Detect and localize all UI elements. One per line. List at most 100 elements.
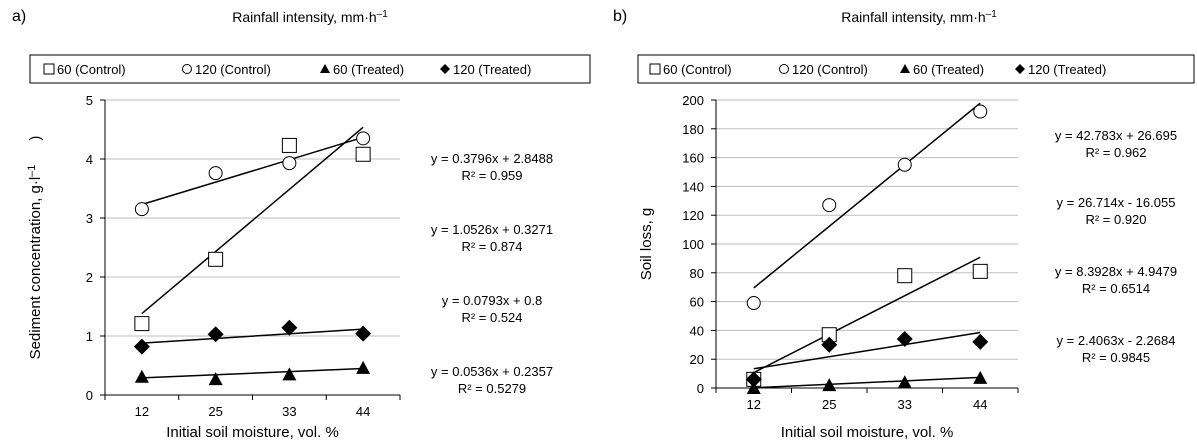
panel-b-trendline-2 xyxy=(753,376,981,389)
panel-a-trendline-1 xyxy=(141,136,364,206)
panel-b-xtick-label: 44 xyxy=(973,397,987,412)
panel-a-trendline-0 xyxy=(141,126,364,315)
panel-a-xtick-label: 44 xyxy=(356,404,370,419)
panel-a-y-axis-title: Sediment concentration, g·l–1) xyxy=(26,136,44,360)
panel-a-legend-marker-1 xyxy=(182,64,192,74)
panel-a-legend-label-1: 120 (Control) xyxy=(195,62,271,77)
panel-b-point-s1-0 xyxy=(746,296,761,311)
panel-b-xtick-label: 12 xyxy=(747,397,761,412)
panel-a-point-s1-2 xyxy=(282,156,297,171)
panel-a-point-s3-0 xyxy=(133,338,150,355)
panel-a-xtick-label: 25 xyxy=(208,404,222,419)
panel-b-xtick-label: 25 xyxy=(822,397,836,412)
panel-a-ytick-label: 1 xyxy=(86,329,93,344)
panel-b-ytick-label: 40 xyxy=(690,323,704,338)
panel-b-ytick-label: 0 xyxy=(697,381,704,396)
panel-b-xtick-label: 33 xyxy=(898,397,912,412)
panel-a-point-s2-2 xyxy=(282,367,297,381)
panel-a-point-s1-0 xyxy=(134,202,149,217)
panel-a-x-axis-title: Initial soil moisture, vol. % xyxy=(166,424,339,441)
panel-b-ytick-label: 80 xyxy=(690,266,704,281)
panel-b-y-axis-title: Soil loss, g xyxy=(638,208,655,281)
panel-b-point-s2-2 xyxy=(897,375,912,389)
panel-a-point-s3-1 xyxy=(207,326,224,343)
panel-a-trendline-3 xyxy=(141,328,364,344)
panel-b-point-s1-1 xyxy=(822,198,837,213)
panel-b-ytick-label: 100 xyxy=(682,237,704,252)
panel-a-legend-label-2: 60 (Treated) xyxy=(333,62,404,77)
panel-b-legend-label-1: 120 (Control) xyxy=(792,62,868,77)
panel-a-point-s0-2 xyxy=(281,137,297,153)
panel-b-point-s3-3 xyxy=(972,333,989,350)
panel-a-equation-3: y = 0.0536x + 0.2357 xyxy=(431,364,553,379)
panel-b-point-s1-3 xyxy=(973,104,988,119)
panel-b-point-s2-0 xyxy=(746,381,761,394)
panel-a-r2-3: R² = 0.5279 xyxy=(458,381,526,396)
panel-a-trendline-2 xyxy=(141,367,364,379)
panel-b-legend-marker-1 xyxy=(779,64,789,74)
panel-a-point-s2-1 xyxy=(208,372,223,386)
panel-b-ytick-label: 200 xyxy=(682,93,704,108)
panel-a-legend-label-0: 60 (Control) xyxy=(57,62,126,77)
panel-b-point-s3-1 xyxy=(821,336,838,353)
panel-b-point-s0-3 xyxy=(972,263,988,279)
panel-b-r2-1: R² = 0.920 xyxy=(1085,212,1146,227)
panel-a-legend-label-3: 120 (Treated) xyxy=(453,62,531,77)
panel-a-label: a) xyxy=(12,8,26,25)
panel-a-ytick-label: 0 xyxy=(86,388,93,403)
panel-b-legend-marker-2 xyxy=(900,64,910,73)
panel-a-ytick-label: 3 xyxy=(86,211,93,226)
panel-a-equation-1: y = 1.0526x + 0.3271 xyxy=(431,222,553,237)
panel-b-equation-0: y = 42.783x + 26.695 xyxy=(1055,128,1177,143)
panel-a-point-s2-0 xyxy=(134,369,149,383)
panel-a-legend-marker-3 xyxy=(440,64,450,74)
panel-b-ytick-label: 20 xyxy=(690,352,704,367)
panel-b-legend-label-2: 60 (Treated) xyxy=(913,62,984,77)
panel-a-ytick-label: 5 xyxy=(86,93,93,108)
panel-b-point-s3-0 xyxy=(745,371,762,388)
panel-a-equation-0: y = 0.3796x + 2.8488 xyxy=(431,151,553,166)
panel-a-r2-1: R² = 0.874 xyxy=(461,239,522,254)
panel-a-ytick-label: 2 xyxy=(86,270,93,285)
panel-a-equation-2: y = 0.0793x + 0.8 xyxy=(442,293,542,308)
panel-a-ytick-label: 4 xyxy=(86,152,93,167)
panel-b-r2-3: R² = 0.9845 xyxy=(1082,350,1150,365)
panel-a-point-s3-2 xyxy=(281,319,298,336)
panel-a-point-s0-3 xyxy=(355,146,371,162)
panel-a-point-s2-3 xyxy=(356,360,371,374)
panel-b-legend-label-3: 120 (Treated) xyxy=(1028,62,1106,77)
panel-a-point-s0-0 xyxy=(134,316,150,332)
panel-b-ytick-label: 140 xyxy=(682,179,704,194)
panel-b-r2-0: R² = 0.962 xyxy=(1085,145,1146,160)
panel-b-equation-2: y = 8.3928x + 4.9479 xyxy=(1055,264,1177,279)
panel-b-x-axis-title: Initial soil moisture, vol. % xyxy=(781,424,954,441)
panel-b-legend-marker-3 xyxy=(1015,64,1025,74)
panel-b-equation-3: y = 2.4063x - 2.2684 xyxy=(1057,333,1176,348)
panel-a-r2-0: R² = 0.959 xyxy=(461,168,522,183)
panel-a-point-s0-1 xyxy=(208,251,224,267)
panel-a-legend-box xyxy=(29,54,591,84)
panel-b-ytick-label: 60 xyxy=(690,295,704,310)
panel-a-legend-marker-2 xyxy=(320,64,330,73)
panel-b-legend-label-0: 60 (Control) xyxy=(663,62,732,77)
panel-a-xtick-label: 33 xyxy=(282,404,296,419)
panel-a-xtick-label: 12 xyxy=(135,404,149,419)
panel-b-r2-2: R² = 0.6514 xyxy=(1082,281,1150,296)
panel-b-point-s3-2 xyxy=(896,331,913,348)
panel-a-point-s3-3 xyxy=(355,325,372,342)
panel-a-title: Rainfall intensity, mm·h–1 xyxy=(232,9,388,25)
panel-a-legend-marker-0 xyxy=(43,63,55,75)
panel-b-trendline-0 xyxy=(753,256,981,374)
panel-b-point-s0-2 xyxy=(897,268,913,284)
panel-a-r2-2: R² = 0.524 xyxy=(461,310,522,325)
panel-b-point-s2-3 xyxy=(973,370,988,384)
panel-b-label: b) xyxy=(613,8,627,25)
panel-b-ytick-label: 120 xyxy=(682,208,704,223)
panel-a-point-s1-3 xyxy=(356,131,371,146)
panel-a-point-s1-1 xyxy=(208,166,223,181)
panel-b-legend-box xyxy=(637,54,1195,84)
panel-b-ytick-label: 180 xyxy=(682,122,704,137)
panel-b-point-s2-1 xyxy=(822,378,837,392)
panel-b-legend-marker-0 xyxy=(649,63,661,75)
